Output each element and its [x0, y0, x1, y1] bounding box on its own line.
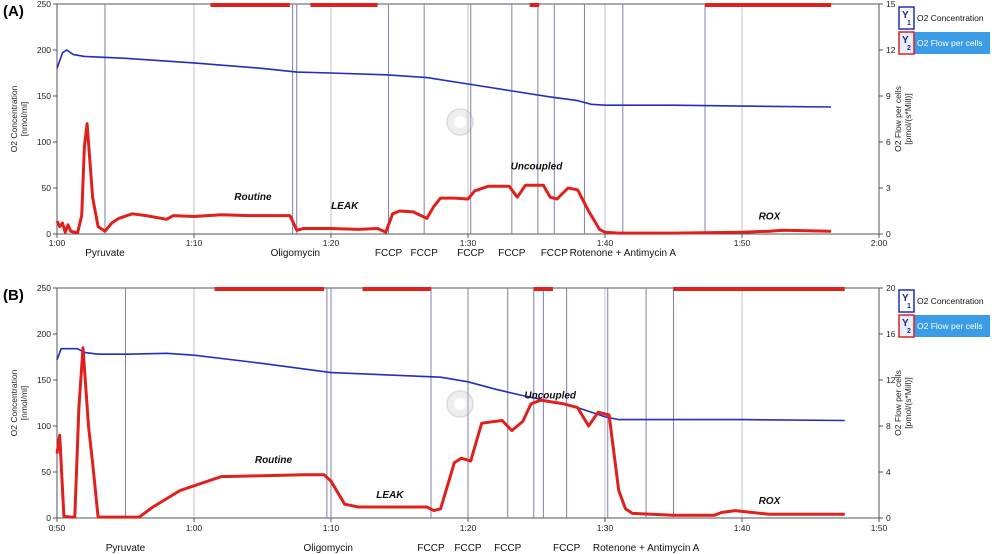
- o2-concentration-series: [56, 49, 832, 108]
- event-label: FCCP: [541, 248, 569, 259]
- y-right-axis-label: O2 Flow per cells[pmol/(s*Mill)]: [893, 370, 913, 436]
- y-left-tick-label: 50: [42, 467, 52, 477]
- y-right-tick-label: 6: [886, 137, 891, 147]
- y-right-tick-label: 3: [886, 183, 891, 193]
- state-annotation: Uncoupled: [524, 390, 577, 401]
- x-tick-label: 1:30: [597, 523, 614, 533]
- x-tick-label: 1:10: [323, 523, 340, 533]
- legend-badge-letter: Y: [902, 293, 909, 304]
- x-tick-label: 1:20: [323, 238, 340, 248]
- event-label: FCCP: [457, 248, 485, 259]
- legend-badge-number: 1: [907, 303, 911, 310]
- y-left-tick-label: 0: [46, 513, 51, 523]
- legend-badge-letter: Y: [902, 318, 909, 329]
- y-right-tick-label: 20: [886, 283, 896, 293]
- state-annotation: Routine: [255, 455, 293, 466]
- y-left-tick-label: 100: [37, 137, 51, 147]
- y-right-tick-label: 0: [886, 513, 891, 523]
- event-label: FCCP: [553, 543, 581, 554]
- y-right-tick-label: 12: [886, 375, 896, 385]
- y-left-tick-label: 250: [37, 0, 51, 9]
- x-tick-label: 1:00: [49, 238, 66, 248]
- y-left-axis-label: O2 Concentration[nmol/ml]: [9, 369, 29, 436]
- o2-flow-series: [55, 346, 845, 519]
- y-right-tick-label: 4: [886, 467, 891, 477]
- event-label: FCCP: [375, 248, 403, 259]
- y-left-tick-label: 200: [37, 45, 51, 55]
- event-label: FCCP: [494, 543, 522, 554]
- legend-entry-2[interactable]: Y2 O2 Flow per cells: [898, 31, 990, 55]
- event-label: Rotenone + Antimycin A: [570, 248, 677, 259]
- legend-badge: [898, 289, 915, 313]
- legend-badge-number: 2: [907, 328, 911, 335]
- state-annotation: ROX: [759, 211, 782, 222]
- x-tick-label: 1:10: [186, 238, 203, 248]
- y-left-tick-label: 250: [37, 283, 51, 293]
- x-tick-label: 1:40: [597, 238, 614, 248]
- legend-badge-number: 2: [907, 45, 911, 52]
- state-annotation: ROX: [759, 496, 782, 507]
- event-label: Pyruvate: [85, 248, 125, 259]
- y-left-tick-label: 100: [37, 421, 51, 431]
- event-label: Rotenone + Antimycin A: [593, 543, 700, 554]
- panel-label: (A): [3, 3, 24, 20]
- y-left-tick-label: 0: [46, 229, 51, 239]
- y-left-tick-label: 150: [37, 91, 51, 101]
- x-tick-label: 1:30: [460, 238, 477, 248]
- state-annotation: LEAK: [376, 490, 404, 501]
- legend-badge: [898, 6, 915, 30]
- state-annotation: LEAK: [331, 201, 359, 212]
- legend-label: O2 Flow per cells: [917, 321, 983, 331]
- legend-badge-letter: Y: [902, 10, 909, 21]
- y-right-tick-label: 0: [886, 229, 891, 239]
- o2-concentration-series: [56, 347, 845, 422]
- legend-badge-number: 1: [907, 20, 911, 27]
- legend-label: O2 Concentration: [917, 296, 984, 306]
- legend-badge: [898, 314, 915, 338]
- x-tick-label: 2:00: [871, 238, 888, 248]
- event-label: Oligomycin: [271, 248, 320, 259]
- x-tick-label: 1:50: [734, 238, 751, 248]
- x-tick-label: 1:40: [734, 523, 751, 533]
- y-right-tick-label: 8: [886, 421, 891, 431]
- y-left-tick-label: 200: [37, 329, 51, 339]
- event-label: FCCP: [498, 248, 526, 259]
- state-annotation: Uncoupled: [511, 162, 564, 173]
- y-right-tick-label: 12: [886, 45, 896, 55]
- event-label: Pyruvate: [106, 543, 146, 554]
- legend-selection-highlight: [899, 32, 990, 54]
- event-label: FCCP: [411, 248, 439, 259]
- watermark-logo: [446, 390, 474, 418]
- state-annotation: Routine: [234, 192, 272, 203]
- panel-label: (B): [3, 287, 24, 304]
- legend-selection-highlight: [899, 315, 990, 337]
- y-left-tick-label: 150: [37, 375, 51, 385]
- y-left-axis-label: O2 Concentration[nmol/ml]: [9, 85, 29, 152]
- legend-badge-letter: Y: [902, 35, 909, 46]
- watermark-logo: [446, 108, 474, 136]
- legend-label: O2 Flow per cells: [917, 38, 983, 48]
- legend-label: O2 Concentration: [917, 13, 984, 23]
- event-label: Oligomycin: [304, 543, 353, 554]
- legend-badge: [898, 31, 915, 55]
- o2-flow-series: [55, 122, 832, 235]
- event-label: FCCP: [417, 543, 445, 554]
- legend-entry-2[interactable]: Y2 O2 Flow per cells: [898, 314, 990, 338]
- event-label: FCCP: [454, 543, 482, 554]
- x-tick-label: 1:00: [186, 523, 203, 533]
- y-left-tick-label: 50: [42, 183, 52, 193]
- legend-entry-1[interactable]: Y1 O2 Concentration: [898, 6, 984, 30]
- y-right-axis-label: O2 Flow per cells[pmol/(s*Mill)]: [893, 86, 913, 152]
- y-right-tick-label: 15: [886, 0, 896, 9]
- y-right-tick-label: 9: [886, 91, 891, 101]
- legend-entry-1[interactable]: Y1 O2 Concentration: [898, 289, 984, 313]
- x-tick-label: 1:50: [871, 523, 888, 533]
- x-tick-label: 0:50: [49, 523, 66, 533]
- x-tick-label: 1:20: [460, 523, 477, 533]
- y-right-tick-label: 16: [886, 329, 896, 339]
